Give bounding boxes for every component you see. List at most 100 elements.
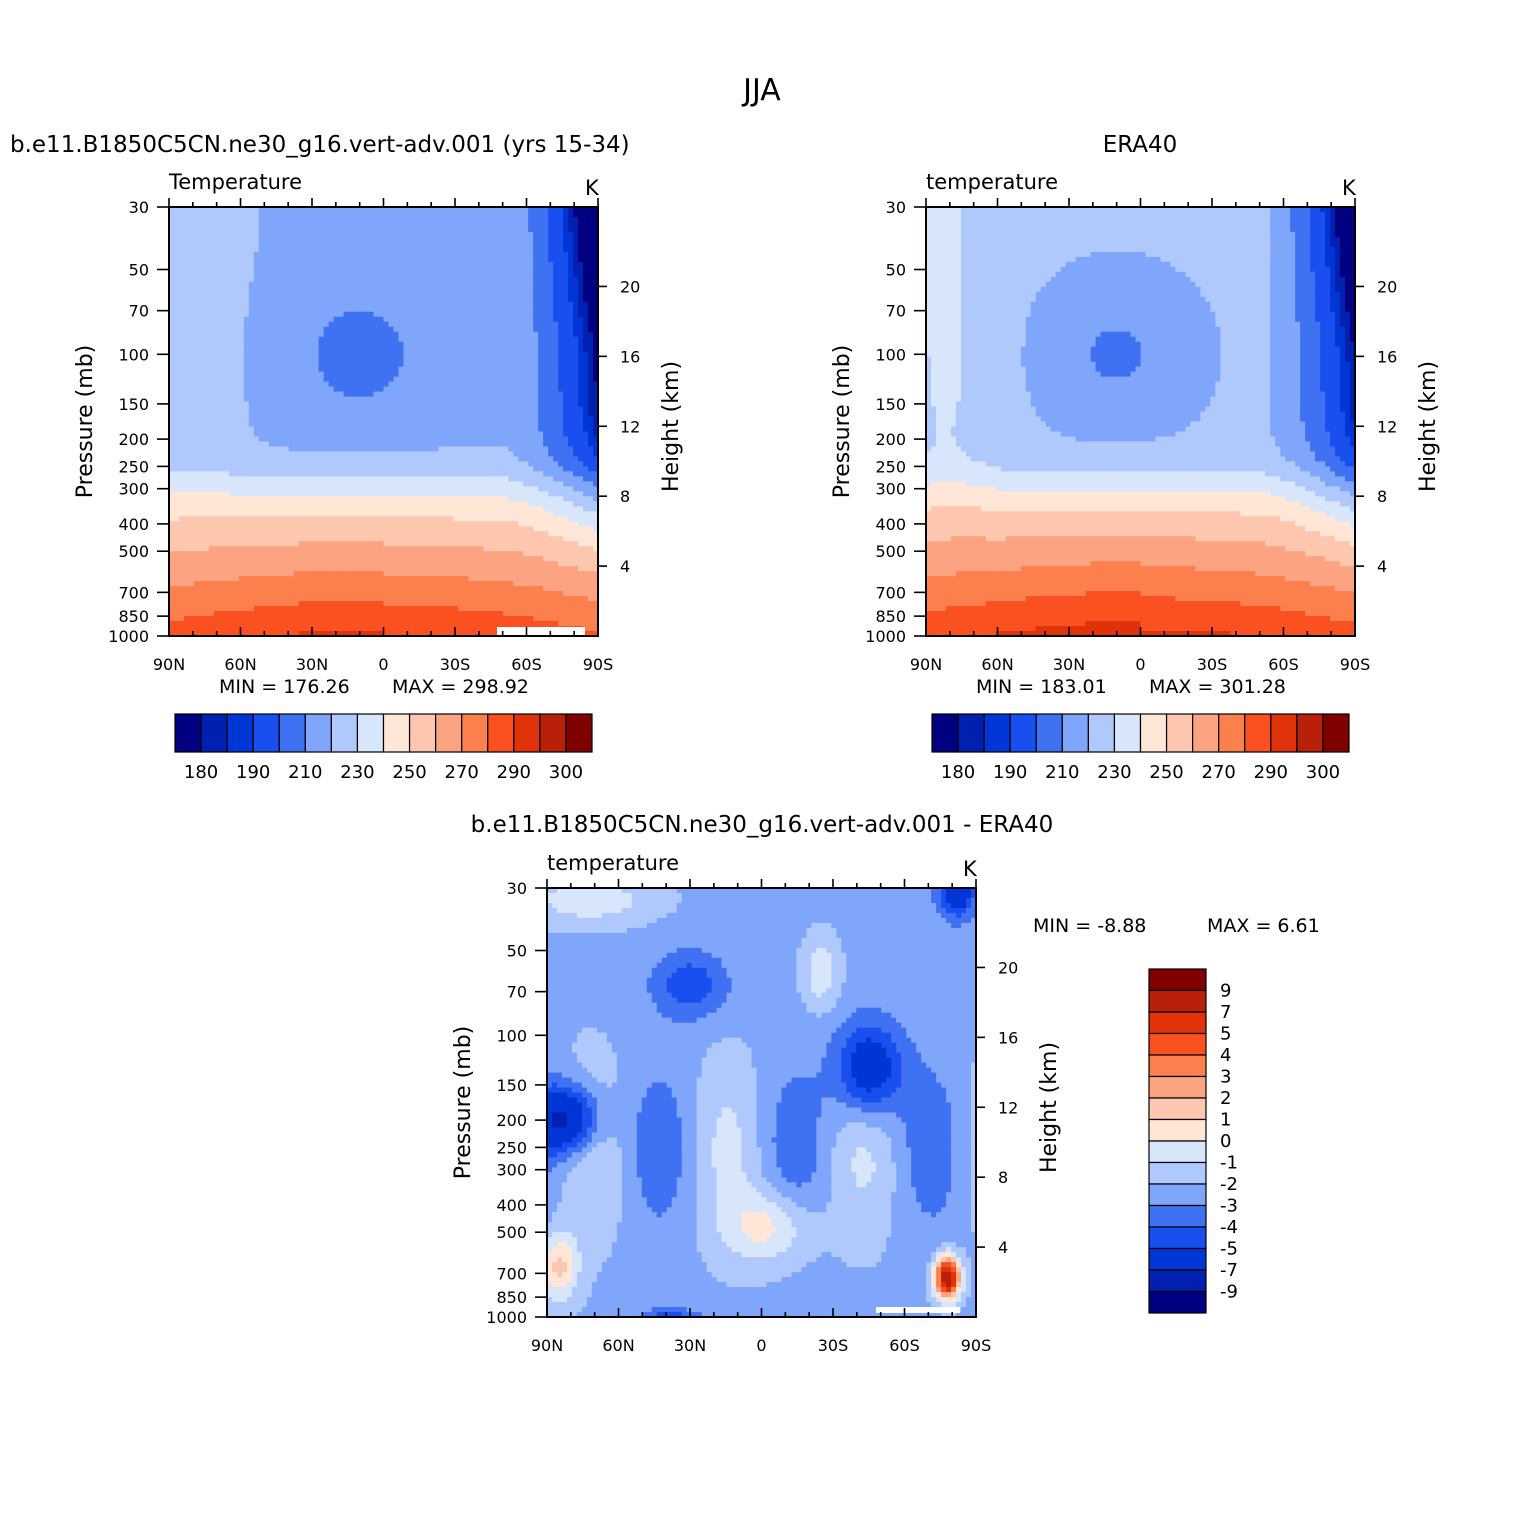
contour-cell [438, 331, 444, 338]
contour-cell [243, 461, 250, 467]
contour-cell [428, 256, 434, 263]
contour-cell [188, 376, 195, 383]
contour-cell [473, 426, 479, 433]
contour-cell [428, 356, 434, 363]
contour-cell [418, 266, 425, 273]
contour-cell [173, 256, 180, 263]
contour-cell [238, 341, 245, 348]
contour-cell [568, 316, 574, 323]
contour-cell [483, 376, 489, 383]
contour-cell [213, 236, 220, 243]
contour-cell [258, 376, 265, 383]
contour-cell [588, 256, 594, 263]
contour-cell [303, 391, 310, 398]
contour-cell [253, 246, 260, 253]
contour-cell [398, 221, 405, 228]
contour-cell [553, 301, 559, 308]
contour-cell [518, 406, 524, 413]
contour-cell [438, 226, 444, 233]
contour-cell [283, 256, 290, 263]
contour-cell [223, 246, 230, 253]
contour-cell [523, 221, 529, 228]
contour-cell [443, 371, 449, 378]
contour-cell [578, 301, 584, 308]
contour-cell [563, 331, 569, 338]
contour-cell [483, 406, 489, 413]
contour-cell [548, 331, 554, 338]
contour-cell [198, 496, 205, 502]
contour-cell [508, 406, 514, 413]
contour-cell [493, 311, 499, 318]
contour-cell [473, 281, 479, 288]
contour-cell [258, 207, 265, 213]
contour-cell [303, 406, 310, 413]
contour-cell [548, 466, 554, 472]
contour-cell [538, 286, 544, 293]
contour-cell [373, 436, 380, 443]
contour-cell [308, 411, 315, 418]
contour-cell [208, 311, 215, 318]
contour-cell [173, 351, 180, 358]
contour-cell [373, 301, 380, 308]
contour-cell [593, 341, 599, 348]
contour-cell [413, 356, 420, 363]
contour-cell [583, 306, 589, 313]
contour-cell [318, 396, 325, 403]
contour-cell [518, 491, 524, 497]
contour-cell [298, 321, 305, 328]
contour-cell [233, 446, 240, 453]
contour-cell [438, 346, 444, 353]
contour-cell [468, 281, 474, 288]
contour-cell [363, 386, 370, 393]
contour-cell [558, 446, 564, 453]
contour-cell [368, 481, 375, 487]
contour-cell [483, 336, 489, 343]
contour-cell [378, 321, 385, 328]
contour-cell [373, 231, 380, 238]
contour-cell [478, 336, 484, 343]
contour-cell [393, 406, 400, 413]
contour-cell [218, 241, 225, 248]
contour-cell [398, 276, 405, 283]
contour-cell [293, 461, 300, 467]
contour-cell [538, 376, 544, 383]
contour-cell [513, 261, 519, 268]
contour-cell [208, 316, 215, 323]
contour-cell [578, 456, 584, 463]
contour-cell [313, 281, 320, 288]
contour-cell [278, 341, 285, 348]
contour-cell [478, 446, 484, 453]
contour-cell [318, 386, 325, 393]
contour-cell [169, 281, 175, 288]
contour-cell [318, 216, 325, 223]
contour-cell [418, 296, 425, 303]
contour-cell [318, 491, 325, 497]
contour-cell [433, 406, 439, 413]
contour-cell [443, 491, 449, 497]
contour-cell [468, 476, 474, 482]
contour-cell [198, 396, 205, 403]
contour-cell [328, 296, 335, 303]
contour-cell [458, 471, 464, 477]
contour-cell [388, 241, 395, 248]
contour-cell [408, 321, 415, 328]
contour-cell [248, 291, 255, 298]
contour-cell [453, 331, 459, 338]
contour-cell [478, 341, 484, 348]
contour-cell [383, 436, 390, 443]
contour-cell [383, 366, 390, 373]
contour-cell [518, 261, 524, 268]
contour-cell [358, 401, 365, 408]
contour-cell [213, 321, 220, 328]
contour-cell [318, 331, 325, 338]
contour-cell [518, 231, 524, 238]
contour-cell [368, 396, 375, 403]
contour-cell [288, 456, 295, 463]
contour-cell [548, 341, 554, 348]
contour-cell [173, 251, 180, 258]
contour-cell [528, 436, 534, 443]
contour-cell [443, 446, 449, 453]
contour-cell [508, 341, 514, 348]
contour-cell [558, 291, 564, 298]
contour-cell [428, 361, 434, 368]
